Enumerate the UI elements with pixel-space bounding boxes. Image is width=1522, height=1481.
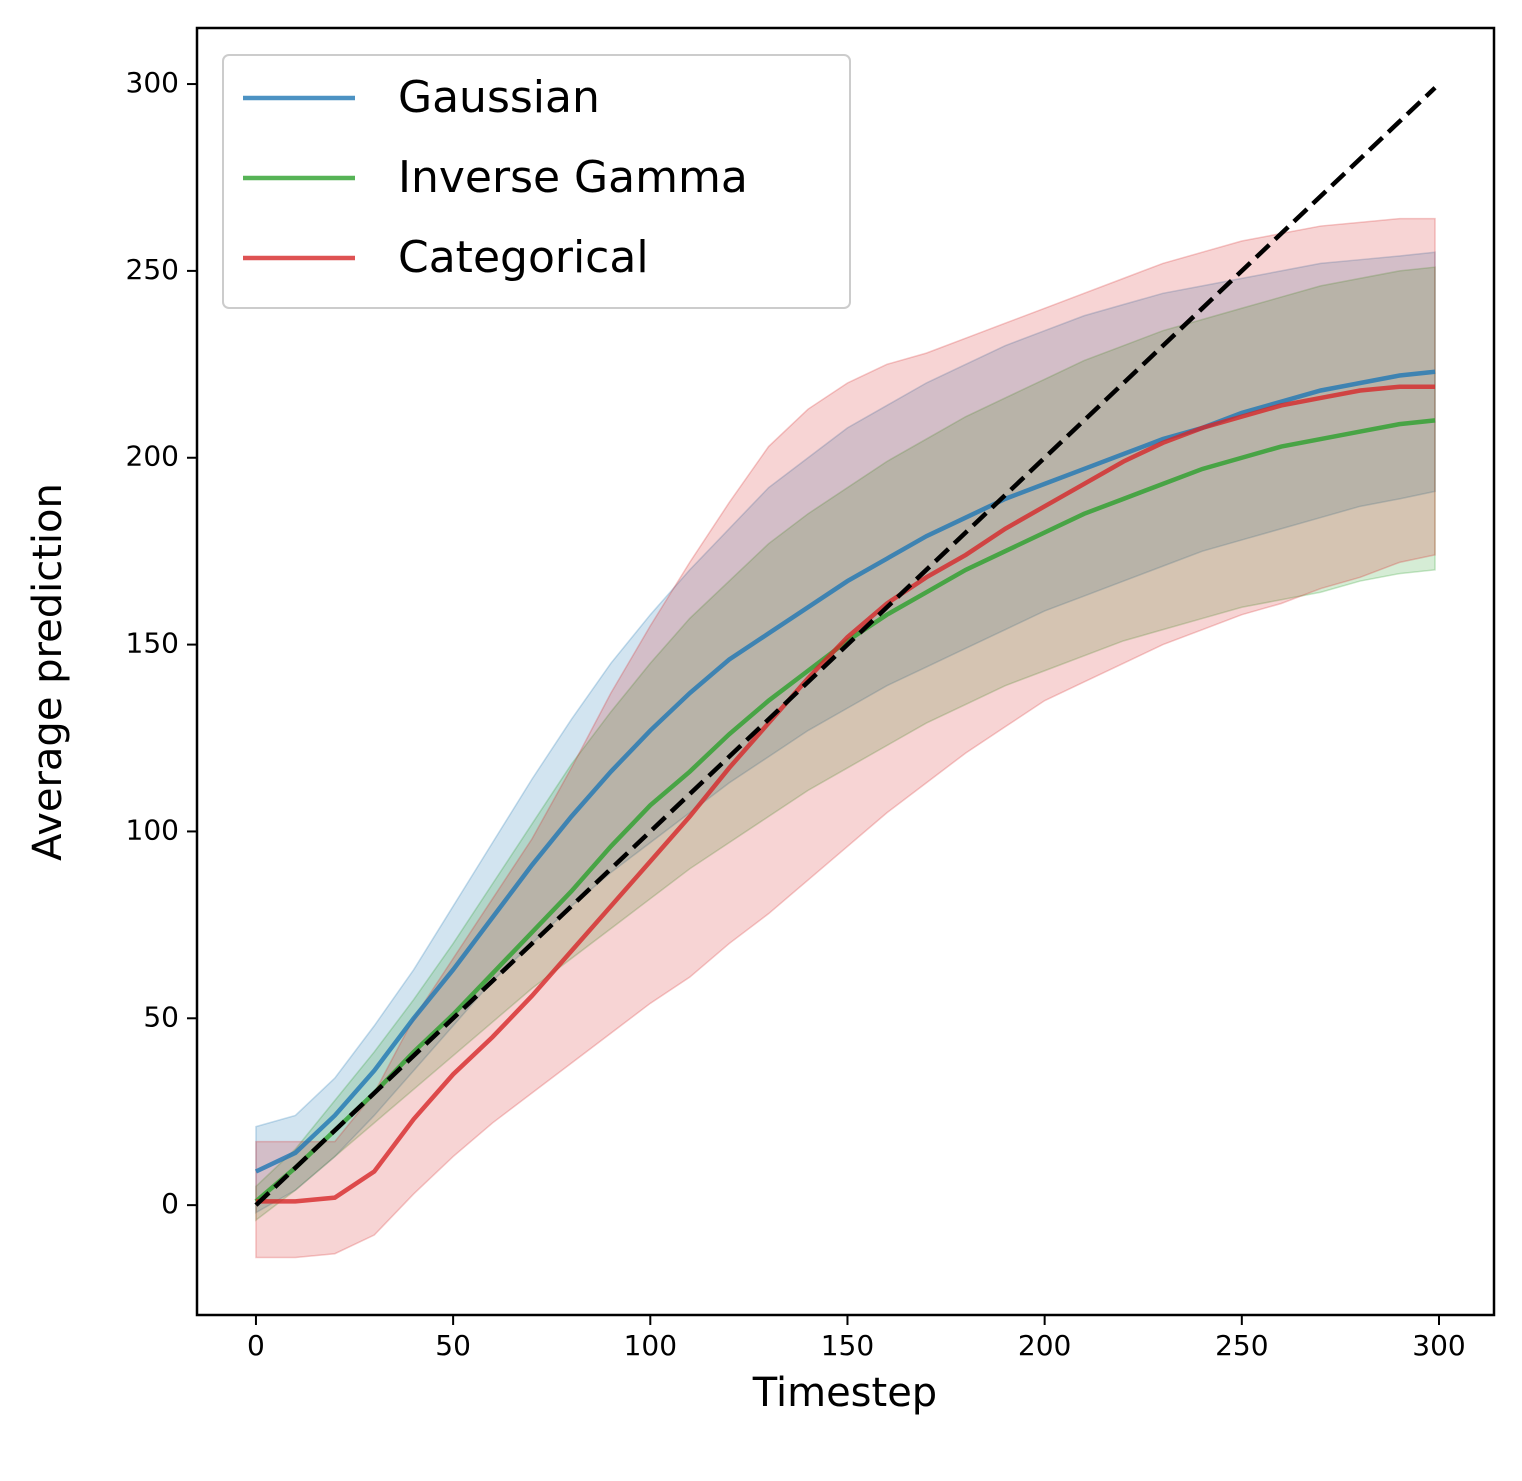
- line: [255, 384, 1436, 1204]
- x-tick-label: 300: [1412, 1329, 1465, 1362]
- legend-box: [222, 54, 851, 309]
- y-tick-label: 150: [126, 627, 179, 660]
- x-tick-label: 250: [1215, 1329, 1268, 1362]
- band: [255, 217, 1436, 1259]
- x-tick-label: 0: [247, 1329, 265, 1362]
- plot-frame: [195, 26, 1496, 1317]
- x-tick-label: 100: [624, 1329, 677, 1362]
- legend-label: Gaussian: [398, 72, 600, 123]
- plot-area: [254, 86, 1437, 1259]
- legend-label: Categorical: [398, 232, 649, 283]
- band: [255, 266, 1436, 1222]
- x-tick-label: 50: [435, 1329, 471, 1362]
- legend-label: Inverse Gamma: [398, 152, 748, 203]
- y-tick-label: 0: [161, 1187, 179, 1220]
- line: [254, 418, 1436, 1204]
- y-tick-label: 200: [126, 440, 179, 473]
- x-axis-label: Timestep: [752, 1370, 937, 1416]
- y-tick-label: 100: [126, 813, 179, 846]
- legend: Gaussian Inverse Gamma Categorical: [222, 54, 851, 309]
- x-tick-label: 200: [1018, 1329, 1071, 1362]
- line: [254, 369, 1436, 1174]
- x-tick-label: 150: [821, 1329, 874, 1362]
- y-tick-label: 300: [126, 66, 179, 99]
- y-tick-label: 50: [143, 1000, 179, 1033]
- y-tick-label: 250: [126, 253, 179, 286]
- y-axis-label: Average prediction: [25, 483, 71, 861]
- reference-line: [254, 86, 1437, 1207]
